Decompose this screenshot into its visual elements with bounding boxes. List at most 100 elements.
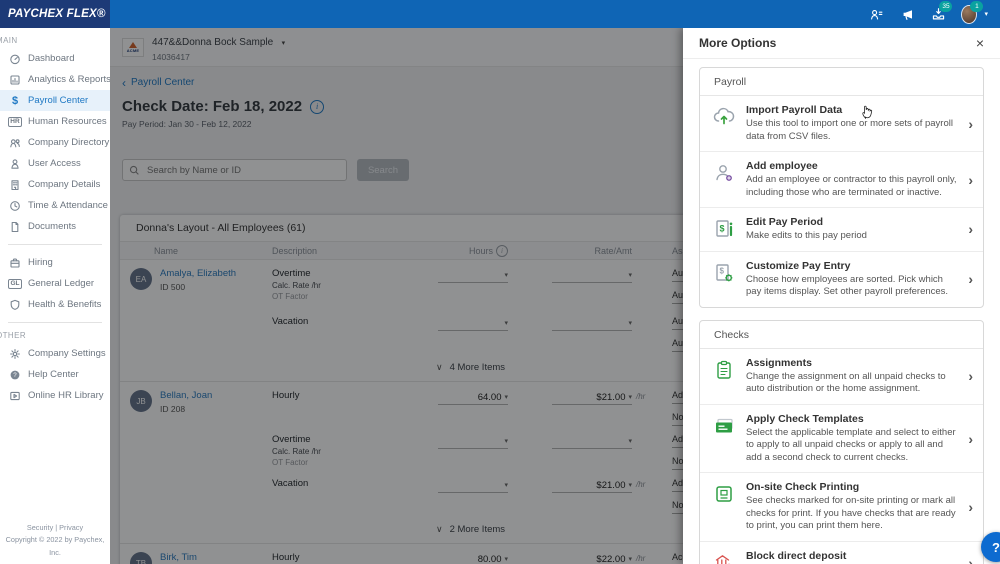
sidebar-section-main: MAIN <box>0 36 18 45</box>
sidebar-item-label: Company Settings <box>28 348 106 359</box>
gauge-icon <box>8 53 22 65</box>
caret-down-icon: ▾ <box>628 438 632 445</box>
top-bar: PAYCHEX FLEX® 35 1 ▾ <box>0 0 1000 28</box>
more-items-toggle[interactable]: ∨ 2 More Items <box>436 524 506 535</box>
clock-icon <box>8 200 22 212</box>
hours-info-icon[interactable]: i <box>496 244 508 257</box>
close-icon[interactable]: × <box>975 35 984 51</box>
rate-dropdown[interactable]: $21.00 ▾ <box>552 390 632 405</box>
sidebar-item-label: Hiring <box>28 257 53 268</box>
sidebar-divider <box>8 244 102 245</box>
pay-item-description: Vacation <box>272 316 309 327</box>
chevron-down-icon: ∨ <box>436 524 443 534</box>
option-onsite-check-printing[interactable]: On-site Check Printing See checks marked… <box>700 473 983 542</box>
sidebar-item-label: Payroll Center <box>28 95 89 106</box>
hours-dropdown[interactable]: 64.00 ▾ <box>438 390 508 405</box>
copyright-text: Copyright © 2022 by Paychex, Inc. <box>5 535 105 557</box>
pay-item-description: Vacation <box>272 478 309 489</box>
option-edit-pay-period[interactable]: $ Edit Pay Period Make edits to this pay… <box>700 208 983 252</box>
sidebar-item-user-access[interactable]: User Access <box>0 153 110 174</box>
chevron-right-icon: › <box>968 499 973 516</box>
inbox-badge: 35 <box>939 1 953 12</box>
hr-badge-icon: HR <box>8 116 22 127</box>
avatar-caret-icon[interactable]: ▾ <box>984 11 988 18</box>
caret-down-icon: ▾ <box>628 482 632 489</box>
clipboard-icon <box>712 358 736 382</box>
more-items-toggle[interactable]: ∨ 4 More Items <box>436 362 506 373</box>
sidebar-item-health-benefits[interactable]: Health & Benefits <box>0 294 110 315</box>
sidebar-item-dashboard[interactable]: Dashboard <box>0 48 110 69</box>
checks-options-card: Checks Assignments Change the assignment… <box>699 319 984 564</box>
avatar-badge: 1 <box>970 1 984 12</box>
rate-dropdown[interactable]: $21.00 ▾ <box>552 478 632 493</box>
avatar: EA <box>130 268 152 290</box>
breadcrumb[interactable]: ‹ Payroll Center <box>122 75 1000 90</box>
option-add-employee[interactable]: Add employee Add an employee or contract… <box>700 152 983 209</box>
employee-name-link[interactable]: Amalya, Elizabeth <box>160 268 237 279</box>
page-title-check-date: Check Date: Feb 18, 2022 <box>122 98 303 115</box>
user-avatar[interactable]: 1 <box>961 1 984 24</box>
employee-name-link[interactable]: Bellan, Joan <box>160 390 213 401</box>
option-assignments[interactable]: Assignments Change the assignment on all… <box>700 349 983 405</box>
gear-icon <box>8 348 22 360</box>
employee-id: ID 500 <box>160 282 186 292</box>
rate-unit: /hr <box>636 392 646 401</box>
sidebar-item-label: Time & Attendance <box>28 200 108 211</box>
rate-dropdown[interactable]: $22.00 ▾ <box>552 552 632 564</box>
option-customize-pay-entry[interactable]: $ Customize Pay Entry Choose how employe… <box>700 252 983 307</box>
company-selector[interactable]: 447&&Donna Bock Sample ▾ 14036417 <box>152 32 285 62</box>
announcements-icon[interactable] <box>899 6 915 22</box>
hours-dropdown[interactable]: ▾ <box>438 478 508 493</box>
rate-unit: /hr <box>636 480 646 489</box>
sidebar-item-company-directory[interactable]: Company Directory <box>0 132 110 153</box>
inbox-icon[interactable]: 35 <box>930 1 953 22</box>
sidebar-item-payroll-center[interactable]: $ Payroll Center <box>0 90 110 111</box>
hours-dropdown[interactable]: ▾ <box>438 316 508 331</box>
option-import-payroll-data[interactable]: Import Payroll Data Use this tool to imp… <box>700 96 983 153</box>
sidebar-item-company-settings[interactable]: Company Settings <box>0 343 110 364</box>
search-input[interactable] <box>145 163 340 177</box>
sidebar-item-documents[interactable]: Documents <box>0 216 110 237</box>
search-button[interactable]: Search <box>357 159 409 181</box>
building-icon <box>8 179 22 191</box>
info-icon[interactable]: i <box>310 99 325 114</box>
contacts-icon[interactable] <box>868 6 884 22</box>
employee-id: ID 208 <box>160 404 186 414</box>
rate-dropdown[interactable]: ▾ <box>552 316 632 331</box>
question-icon: ? <box>8 369 22 381</box>
sidebar-item-help-center[interactable]: ? Help Center <box>0 364 110 385</box>
sidebar-item-online-hr-library[interactable]: Online HR Library <box>0 385 110 406</box>
back-chevron-icon: ‹ <box>122 75 126 90</box>
pay-item-description: Hourly <box>272 552 300 563</box>
hours-dropdown[interactable]: ▾ <box>438 268 508 283</box>
sidebar-item-company-details[interactable]: Company Details <box>0 174 110 195</box>
company-logo: ACME <box>122 37 144 57</box>
hours-dropdown[interactable]: ▾ <box>438 434 508 449</box>
company-name: 447&&Donna Bock Sample <box>152 37 274 48</box>
sidebar-item-label: Company Details <box>28 179 101 190</box>
sidebar-item-hiring[interactable]: Hiring <box>0 252 110 273</box>
sidebar-item-analytics-reports[interactable]: Analytics & Reports <box>0 69 110 90</box>
gl-badge-icon: GL <box>8 278 22 289</box>
sidebar-item-general-ledger[interactable]: GL General Ledger <box>0 273 110 294</box>
help-fab-button[interactable]: ? <box>981 532 1000 562</box>
company-logo-mark <box>129 41 137 48</box>
company-caret-icon[interactable]: ▾ <box>281 40 286 47</box>
option-apply-check-templates[interactable]: Apply Check Templates Select the applica… <box>700 405 983 474</box>
option-block-direct-deposit[interactable]: Block direct deposit Disable all direct … <box>700 542 983 564</box>
column-header-name: Name <box>154 245 179 256</box>
rate-dropdown[interactable]: ▾ <box>552 434 632 449</box>
sidebar-item-time-attendance[interactable]: Time & Attendance <box>0 195 110 216</box>
security-privacy-links[interactable]: Security | Privacy <box>26 522 84 532</box>
caret-down-icon: ▾ <box>504 556 508 563</box>
company-logo-text: ACME <box>126 47 140 53</box>
sidebar-divider <box>8 322 102 323</box>
hours-dropdown[interactable]: 80.00 ▾ <box>438 552 508 564</box>
rate-dropdown[interactable]: ▾ <box>552 268 632 283</box>
people-icon <box>8 137 22 149</box>
paychex-flex-logo: PAYCHEX FLEX® <box>0 0 110 28</box>
rate-unit: /hr <box>636 554 646 563</box>
employee-name-link[interactable]: Birk, Tim <box>160 552 197 563</box>
pay-item-sub: OT Factor <box>272 458 308 467</box>
sidebar-item-human-resources[interactable]: HR Human Resources <box>0 111 110 132</box>
